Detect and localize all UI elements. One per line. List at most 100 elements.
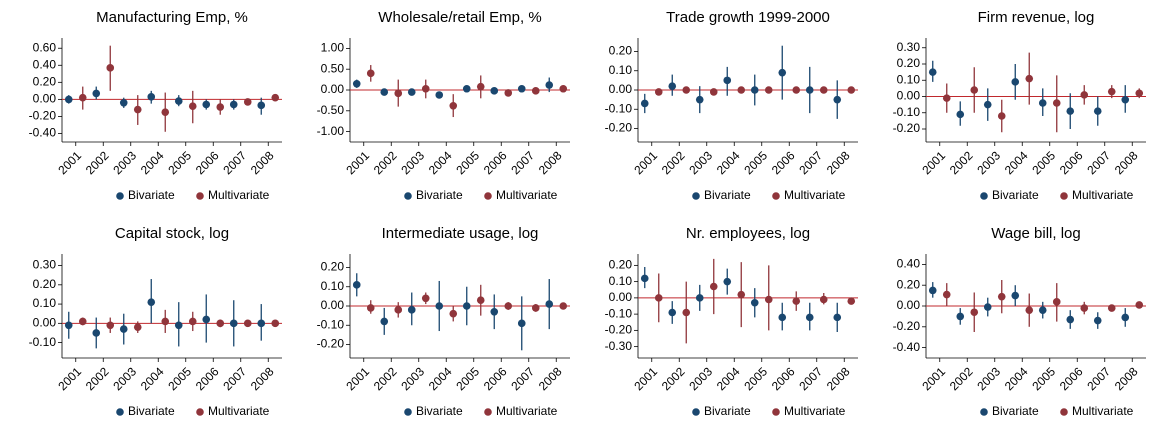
point-estimate bbox=[1093, 316, 1102, 325]
point-estimate bbox=[942, 290, 951, 299]
point-estimate bbox=[202, 100, 211, 109]
point-estimate bbox=[421, 84, 430, 93]
y-tick-label: 0.10 bbox=[321, 279, 345, 293]
y-tick-label: -0.20 bbox=[605, 323, 633, 337]
y-tick-label: 1.00 bbox=[321, 41, 345, 55]
point-estimate bbox=[106, 321, 115, 330]
y-tick-label: 0.20 bbox=[609, 44, 633, 58]
point-estimate bbox=[1052, 298, 1061, 306]
x-tick-label: 2005 bbox=[741, 364, 770, 393]
point-estimate bbox=[531, 304, 540, 312]
point-estimate bbox=[188, 317, 197, 326]
point-estimate bbox=[1135, 89, 1144, 98]
legend-marker bbox=[980, 192, 988, 200]
x-tick-label: 2006 bbox=[193, 364, 222, 393]
point-estimate bbox=[654, 88, 663, 96]
y-tick-label: 0.00 bbox=[33, 92, 57, 106]
y-tick-label: 0.30 bbox=[33, 258, 57, 272]
point-estimate bbox=[847, 86, 856, 94]
x-tick-label: 2002 bbox=[371, 364, 400, 393]
point-estimate bbox=[956, 110, 965, 119]
y-tick-label: 0.20 bbox=[897, 56, 921, 70]
legend-label: Multivariate bbox=[1072, 404, 1134, 418]
y-tick-label: -0.50 bbox=[317, 103, 345, 117]
point-estimate bbox=[1080, 304, 1089, 312]
point-estimate bbox=[750, 298, 759, 307]
y-tick-label: 0.20 bbox=[897, 277, 921, 291]
x-tick-label: 2006 bbox=[769, 148, 798, 177]
legend-label: Bivariate bbox=[992, 188, 1039, 202]
x-tick-label: 2007 bbox=[796, 364, 825, 393]
point-estimate bbox=[997, 112, 1006, 120]
point-estimate bbox=[462, 302, 471, 310]
x-tick-label: 2007 bbox=[1084, 364, 1113, 393]
point-estimate bbox=[462, 84, 471, 93]
point-estimate bbox=[64, 321, 73, 330]
point-estimate bbox=[64, 95, 73, 104]
legend-label: Multivariate bbox=[496, 188, 558, 202]
point-estimate bbox=[366, 304, 375, 312]
panel-title: Wage bill, log bbox=[991, 225, 1081, 242]
legend-marker bbox=[692, 408, 700, 416]
x-tick-label: 2006 bbox=[769, 364, 798, 393]
point-estimate bbox=[243, 319, 252, 328]
point-estimate bbox=[559, 302, 568, 310]
point-estimate bbox=[709, 88, 718, 96]
x-tick-label: 2003 bbox=[974, 364, 1003, 393]
x-tick-label: 2003 bbox=[110, 364, 139, 393]
x-tick-label: 2004 bbox=[426, 364, 455, 393]
point-estimate bbox=[1080, 91, 1089, 99]
x-tick-label: 2004 bbox=[714, 364, 743, 393]
x-tick-label: 2002 bbox=[371, 148, 400, 177]
y-tick-label: 0.20 bbox=[609, 258, 633, 272]
point-estimate bbox=[1038, 306, 1047, 314]
point-estimate bbox=[723, 76, 732, 85]
panel-title: Capital stock, log bbox=[115, 225, 229, 242]
point-estimate bbox=[174, 97, 183, 105]
point-estimate bbox=[695, 95, 704, 104]
x-tick-label: 2001 bbox=[343, 364, 372, 393]
point-estimate bbox=[161, 317, 170, 326]
y-tick-label: -0.30 bbox=[605, 339, 633, 353]
point-estimate bbox=[1025, 306, 1034, 314]
panel-title: Firm revenue, log bbox=[978, 9, 1095, 26]
point-estimate bbox=[1093, 107, 1102, 115]
point-estimate bbox=[970, 86, 979, 94]
legend-label: Bivariate bbox=[704, 404, 751, 418]
y-tick-label: 0.00 bbox=[897, 298, 921, 312]
point-estimate bbox=[490, 87, 499, 95]
point-estimate bbox=[1066, 107, 1075, 115]
point-estimate bbox=[819, 295, 828, 304]
x-tick-label: 2006 bbox=[481, 364, 510, 393]
x-tick-label: 2008 bbox=[1112, 364, 1141, 393]
y-tick-label: 0.40 bbox=[33, 57, 57, 71]
x-tick-label: 2004 bbox=[138, 364, 167, 393]
point-estimate bbox=[92, 329, 101, 337]
legend-marker bbox=[484, 192, 492, 200]
point-estimate bbox=[1121, 95, 1130, 104]
y-tick-label: 0.50 bbox=[321, 61, 345, 75]
point-estimate bbox=[216, 319, 225, 328]
y-tick-label: 0.40 bbox=[897, 257, 921, 271]
x-tick-label: 2004 bbox=[1002, 148, 1031, 177]
point-estimate bbox=[654, 294, 663, 302]
x-tick-label: 2001 bbox=[919, 148, 948, 177]
panel-title: Nr. employees, log bbox=[686, 225, 810, 242]
y-tick-label: 0.10 bbox=[609, 274, 633, 288]
point-estimate bbox=[778, 68, 787, 77]
point-estimate bbox=[847, 297, 856, 305]
legend-label: Bivariate bbox=[416, 188, 463, 202]
y-tick-label: 0.10 bbox=[897, 72, 921, 86]
y-tick-label: 0.00 bbox=[897, 89, 921, 103]
point-estimate bbox=[147, 93, 156, 101]
point-estimate bbox=[119, 98, 128, 107]
point-estimate bbox=[106, 64, 115, 72]
legend-marker bbox=[196, 408, 204, 416]
point-estimate bbox=[202, 315, 211, 324]
point-estimate bbox=[504, 302, 513, 310]
point-estimate bbox=[1121, 313, 1130, 322]
x-tick-label: 2004 bbox=[426, 148, 455, 177]
point-estimate bbox=[778, 313, 787, 322]
point-estimate bbox=[695, 294, 704, 302]
